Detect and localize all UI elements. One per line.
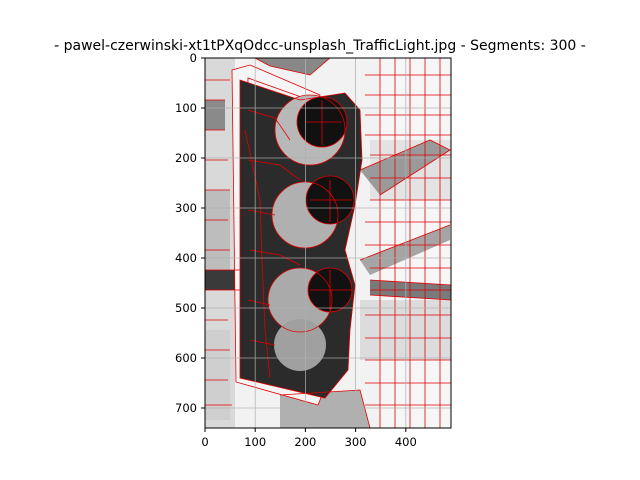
chart-title: - pawel-czerwinski-xt1tPXqOdcc-unsplash_… (54, 38, 586, 54)
y-tick-label: 200 (175, 151, 197, 165)
plot-frame (204, 57, 452, 429)
segment-boundaries (205, 58, 451, 428)
x-tick-label: 0 (201, 435, 208, 449)
x-tick-label: 400 (395, 435, 417, 449)
x-tick-label: 100 (244, 435, 266, 449)
x-tick-label: 200 (294, 435, 316, 449)
y-tick-label: 500 (175, 301, 197, 315)
y-axis: 0 100 200 300 400 500 600 700 (175, 51, 205, 415)
x-axis: 0 100 200 300 400 (201, 428, 417, 449)
y-tick-label: 700 (175, 401, 197, 415)
y-tick-label: 600 (175, 351, 197, 365)
y-tick-label: 300 (175, 201, 197, 215)
y-tick-label: 0 (190, 51, 197, 65)
x-tick-label: 300 (345, 435, 367, 449)
y-tick-label: 400 (175, 251, 197, 265)
plot-image (205, 58, 451, 428)
y-tick-label: 100 (175, 101, 197, 115)
